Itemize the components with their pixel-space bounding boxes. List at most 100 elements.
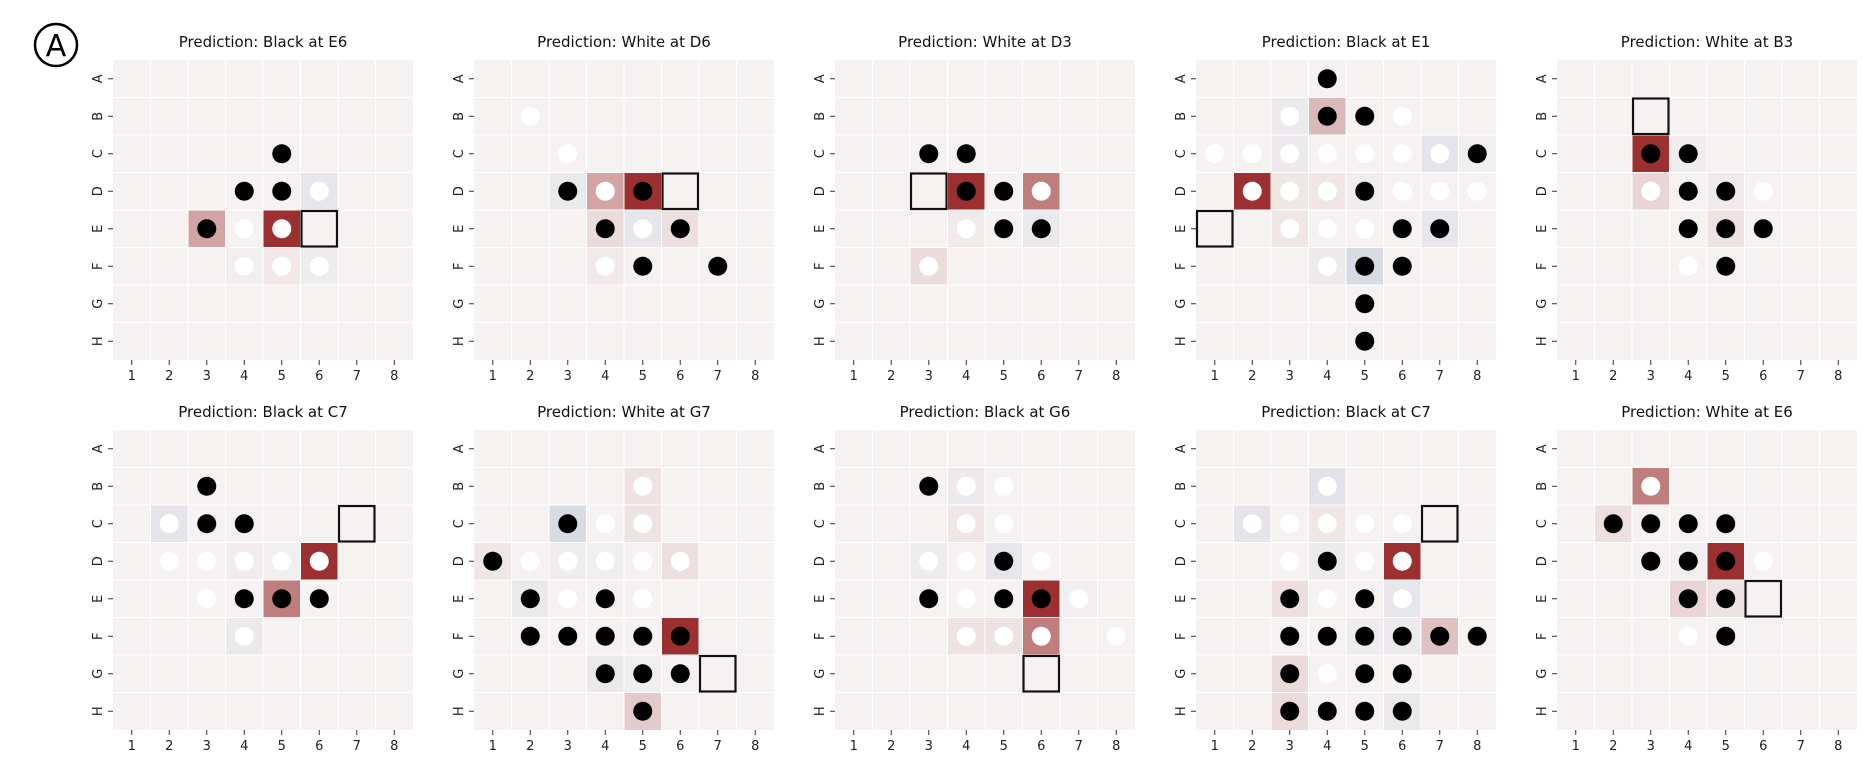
target-square-box [1420, 504, 1459, 543]
black-piece-F3 [1280, 626, 1300, 646]
row-tick-label: B [452, 112, 467, 121]
black-piece-G6 [1392, 664, 1412, 684]
black-piece-C4 [1678, 514, 1698, 534]
black-piece-B4 [1317, 106, 1337, 126]
row-tick-label: D [452, 556, 467, 566]
black-piece-C3 [1641, 144, 1661, 164]
col-tick-label: 5 [1722, 369, 1730, 384]
white-piece-D3 [919, 551, 939, 571]
board-title: Prediction: White at G7 [537, 403, 711, 421]
white-piece-F5 [272, 256, 292, 276]
white-piece-D6 [1753, 181, 1773, 201]
white-piece-F4 [956, 626, 976, 646]
white-piece-F4 [1678, 256, 1698, 276]
black-piece-D4 [234, 181, 254, 201]
col-tick-label: 7 [714, 369, 722, 384]
board-title: Prediction: Black at G6 [900, 403, 1071, 421]
target-square-box [337, 504, 376, 543]
row-tick-label: F [1174, 633, 1189, 640]
col-tick-label: 7 [1436, 739, 1444, 754]
board-4: Prediction: Black at E1 A B C D E F G H 1 2 3 4 5 6 7 8 [1174, 33, 1496, 384]
row-tick-label: G [1535, 299, 1550, 309]
row-tick-label: E [1174, 225, 1189, 233]
row-tick-label: A [1174, 444, 1189, 453]
black-piece-G5 [1355, 294, 1375, 314]
board-title: Prediction: Black at C7 [178, 403, 348, 421]
black-piece-D4 [1678, 551, 1698, 571]
white-piece-F4 [234, 256, 254, 276]
white-piece-B4 [956, 476, 976, 496]
white-piece-D6 [1753, 551, 1773, 571]
black-piece-F5 [1355, 626, 1375, 646]
target-square-box [698, 654, 737, 693]
row-tick-label: B [91, 112, 106, 121]
white-piece-E5 [1355, 219, 1375, 239]
col-tick-label: 7 [353, 369, 361, 384]
col-tick-label: 1 [1211, 739, 1219, 754]
row-tick-label: A [1174, 74, 1189, 83]
black-piece-H5 [1355, 331, 1375, 351]
row-tick-label: A [452, 74, 467, 83]
black-piece-E5 [1716, 589, 1736, 609]
black-piece-D3 [1641, 551, 1661, 571]
black-piece-E4 [1678, 219, 1698, 239]
black-piece-C5 [272, 144, 292, 164]
white-piece-B3 [1641, 476, 1661, 496]
white-piece-D2 [159, 551, 179, 571]
board-2: Prediction: White at D6 A B C D E F G H 1 2 3 4 5 6 7 8 [452, 33, 774, 384]
row-tick-label: H [1174, 336, 1189, 346]
white-piece-E3 [558, 589, 578, 609]
white-piece-C4 [1317, 144, 1337, 164]
black-piece-E3 [197, 219, 217, 239]
black-piece-F5 [1716, 256, 1736, 276]
white-piece-C2 [1242, 514, 1262, 534]
white-piece-C3 [1280, 144, 1300, 164]
black-piece-B5 [1355, 106, 1375, 126]
target-square-box [1022, 654, 1061, 693]
row-tick-label: G [1535, 669, 1550, 679]
black-piece-F5 [633, 256, 653, 276]
black-piece-G3 [1280, 664, 1300, 684]
white-piece-C3 [1280, 514, 1300, 534]
row-tick-label: E [1174, 595, 1189, 603]
white-piece-E5 [272, 219, 292, 239]
row-tick-label: B [1535, 482, 1550, 491]
col-tick-label: 2 [165, 369, 173, 384]
row-tick-label: G [1174, 299, 1189, 309]
row-tick-label: C [1174, 519, 1189, 528]
black-piece-G4 [595, 664, 615, 684]
row-tick-label: H [1174, 706, 1189, 716]
target-square-box [1744, 579, 1783, 618]
row-tick-label: H [452, 706, 467, 716]
white-piece-B5 [994, 476, 1014, 496]
white-piece-F6 [1031, 626, 1051, 646]
black-piece-F8 [1467, 626, 1487, 646]
col-tick-label: 1 [850, 369, 858, 384]
col-tick-label: 4 [240, 369, 248, 384]
black-piece-F6 [1392, 256, 1412, 276]
black-piece-D1 [483, 551, 503, 571]
white-piece-C7 [1430, 144, 1450, 164]
white-piece-C5 [994, 514, 1014, 534]
white-piece-E6 [1392, 589, 1412, 609]
black-piece-C4 [1678, 144, 1698, 164]
row-tick-label: F [1535, 263, 1550, 270]
black-piece-D5 [633, 181, 653, 201]
white-piece-F4 [1317, 256, 1337, 276]
row-tick-label: F [813, 263, 828, 270]
col-tick-label: 3 [1286, 739, 1294, 754]
black-piece-G5 [633, 664, 653, 684]
white-piece-E4 [956, 589, 976, 609]
black-piece-E2 [520, 589, 540, 609]
board-title: Prediction: White at D6 [537, 33, 711, 51]
col-tick-label: 7 [353, 739, 361, 754]
target-square-box [1195, 209, 1234, 248]
black-piece-F4 [1317, 626, 1337, 646]
col-tick-label: 1 [850, 739, 858, 754]
row-tick-label: G [91, 299, 106, 309]
col-tick-label: 2 [887, 739, 895, 754]
row-tick-label: C [1535, 149, 1550, 158]
col-tick-label: 5 [278, 369, 286, 384]
black-piece-D4 [956, 181, 976, 201]
